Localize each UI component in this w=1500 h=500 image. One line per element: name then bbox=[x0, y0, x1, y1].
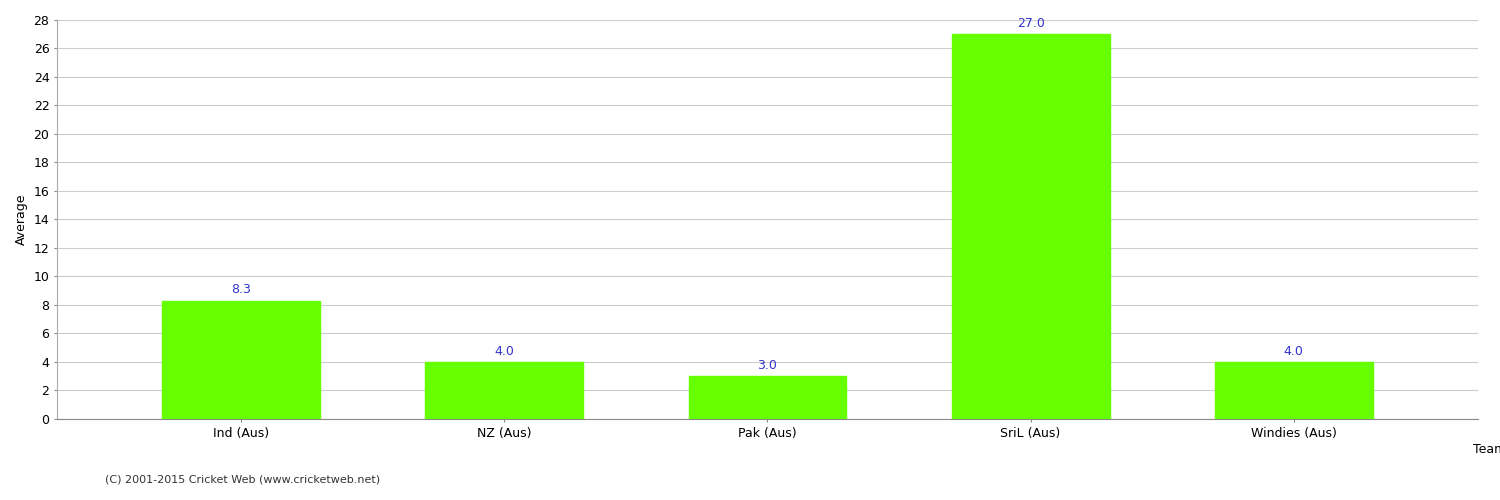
Text: (C) 2001-2015 Cricket Web (www.cricketweb.net): (C) 2001-2015 Cricket Web (www.cricketwe… bbox=[105, 475, 380, 485]
Bar bbox=[426, 362, 584, 419]
Text: 8.3: 8.3 bbox=[231, 284, 251, 296]
Bar bbox=[162, 300, 320, 419]
X-axis label: Team: Team bbox=[1473, 443, 1500, 456]
Bar bbox=[688, 376, 846, 419]
Y-axis label: Average: Average bbox=[15, 194, 28, 245]
Bar bbox=[1215, 362, 1372, 419]
Bar bbox=[951, 34, 1110, 419]
Text: 4.0: 4.0 bbox=[495, 344, 514, 358]
Text: 4.0: 4.0 bbox=[1284, 344, 1304, 358]
Text: 3.0: 3.0 bbox=[758, 359, 777, 372]
Text: 27.0: 27.0 bbox=[1017, 17, 1044, 30]
